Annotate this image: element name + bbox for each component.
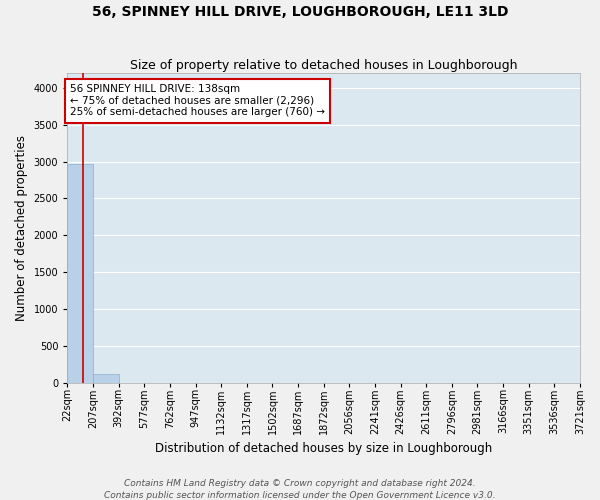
Bar	[67, 164, 93, 382]
Text: 56, SPINNEY HILL DRIVE, LOUGHBOROUGH, LE11 3LD: 56, SPINNEY HILL DRIVE, LOUGHBOROUGH, LE…	[92, 5, 508, 19]
X-axis label: Distribution of detached houses by size in Loughborough: Distribution of detached houses by size …	[155, 442, 492, 455]
Title: Size of property relative to detached houses in Loughborough: Size of property relative to detached ho…	[130, 59, 517, 72]
Text: 56 SPINNEY HILL DRIVE: 138sqm
← 75% of detached houses are smaller (2,296)
25% o: 56 SPINNEY HILL DRIVE: 138sqm ← 75% of d…	[70, 84, 325, 117]
Bar	[93, 374, 119, 382]
Y-axis label: Number of detached properties: Number of detached properties	[15, 135, 28, 321]
Text: Contains HM Land Registry data © Crown copyright and database right 2024.
Contai: Contains HM Land Registry data © Crown c…	[104, 478, 496, 500]
